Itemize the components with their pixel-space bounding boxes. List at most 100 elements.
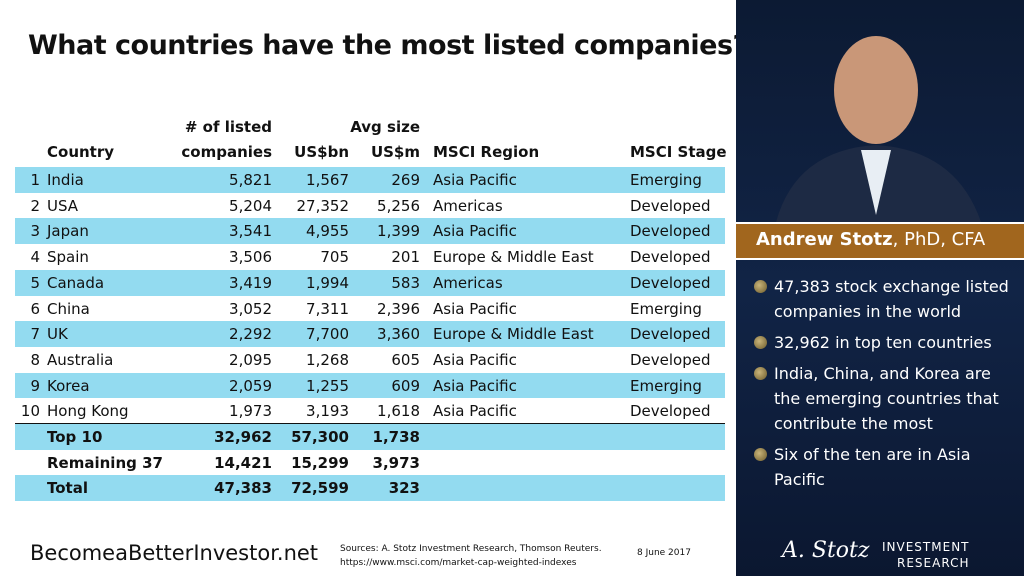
cell: 14,421 [214,453,272,472]
cell: 583 [391,273,420,292]
cell: 10 [20,402,40,421]
cell: Developed [630,273,711,292]
cell: 5,821 [229,171,272,189]
face [834,36,918,144]
cell: 1,994 [306,273,349,292]
cell: Americas [433,273,503,292]
presenter-name: Andrew Stotz, PhD, CFA [756,229,985,250]
cell: 7,700 [306,325,349,344]
cell: Asia Pacific [433,171,517,189]
cell: Top 10 [47,428,103,446]
cell: 2,095 [229,350,272,369]
shirt [861,150,891,215]
cell: 9 [30,376,40,395]
table-row: 7 UK 2,292 7,700 3,360 Europe & Middle East De… [15,321,725,348]
cell: 6 [30,299,40,318]
column-header: Avg size [350,118,420,136]
cell: 2,396 [377,299,420,318]
cell: Developed [630,222,711,241]
bullet-dot [754,367,767,380]
cell: Developed [630,402,711,421]
cell: 32,962 [214,428,272,446]
title: What countries have the most listed comp… [28,30,748,61]
cell: 1,618 [377,402,420,421]
cell: 5,256 [377,196,420,215]
cell: Asia Pacific [433,376,517,395]
table-row: 8 Australia 2,095 1,268 605 Asia Pacific Devel… [15,346,725,373]
cell: Japan [47,222,89,241]
cell: Asia Pacific [433,350,517,369]
cell: Developed [630,196,711,215]
bullet: 32,962 in top ten countries [774,333,992,352]
cell: 3,506 [229,248,272,267]
cell: 201 [391,248,420,267]
column-header: # of listed [184,118,272,136]
cell: Asia Pacific [433,299,517,318]
column-header: US$bn [294,143,349,161]
cell: UK [47,325,68,344]
cell: 2 [30,196,40,215]
cell: Emerging [630,376,702,395]
cell: 1,399 [377,222,420,241]
source: Sources: A. Stotz Investment Research, T… [340,544,602,554]
logo-text: RESEARCH [897,556,970,570]
cell: 1,567 [306,171,349,189]
portrait [776,36,981,222]
credentials: , PhD, CFA [892,229,986,250]
name: Andrew Stotz [756,229,893,250]
cell: Asia Pacific [433,222,517,241]
column-header: companies [181,143,272,161]
cell: 57,300 [291,428,349,446]
cell: Total [47,479,88,498]
cell: Asia Pacific [433,402,517,421]
cell: Korea [47,376,90,395]
summary-row: Total 47,383 72,599 323 [15,475,725,502]
bullet: Six of the ten are in Asia Pacific [774,445,971,489]
table-row: 10 Hong Kong 1,973 3,193 1,618 Asia Pacific De… [15,398,725,425]
cell: 4 [30,248,40,267]
cell: Developed [630,350,711,369]
name-banner: Andrew Stotz, PhD, CFA [736,222,1024,260]
table-row: 9 Korea 2,059 1,255 609 Asia Pacific Emerging [15,372,725,399]
cell: 1,973 [229,402,272,421]
cell: 2,059 [229,376,272,395]
cell: Spain [47,248,89,267]
cell: 3,973 [372,453,420,472]
cell: 27,352 [296,196,350,215]
column-header: MSCI Stage [630,143,727,161]
table-row: 5 Canada 3,419 1,994 583 Americas Developed [15,269,725,296]
logo-signature: A. Stotz [782,538,870,563]
bullet-dot [754,280,767,293]
cell: Canada [47,273,105,292]
side-panel [736,0,1024,576]
cell: 1,268 [306,350,349,369]
cell: 705 [320,248,349,267]
cell: Australia [47,350,114,369]
cell: 3 [30,222,40,241]
cell: 72,599 [291,479,349,498]
cell: 1,255 [306,376,349,395]
table-row: 3 Japan 3,541 4,955 1,399 Asia Pacific Develop… [15,218,725,245]
summary-row: Top 10 32,962 57,300 1,738 [15,424,725,450]
cell: 47,383 [214,479,272,498]
cell: 2,292 [229,325,272,344]
cell: 1 [30,171,40,189]
cell: 4,955 [306,222,349,241]
bullet: 47,383 stock exchange listed companies i… [774,277,1009,321]
cell: Europe & Middle East [433,248,594,267]
logo-text: INVESTMENT [882,540,970,554]
summary-row: Remaining 37 14,421 15,299 3,973 [15,449,725,476]
cell: 3,052 [229,299,272,318]
cell: 605 [391,350,420,369]
cell: Europe & Middle East [433,325,594,344]
bullet-dot [754,448,767,461]
column-header: MSCI Region [433,143,540,161]
cell: 15,299 [291,453,349,472]
table-row: 6 China 3,052 7,311 2,396 Asia Pacific Emergin… [15,295,725,322]
cell: 7,311 [306,299,349,318]
cell: 1,738 [372,428,420,446]
column-header: Country [47,143,115,161]
site: BecomeaBetterInvestor.net [30,541,319,565]
bullet-dot [754,336,767,349]
